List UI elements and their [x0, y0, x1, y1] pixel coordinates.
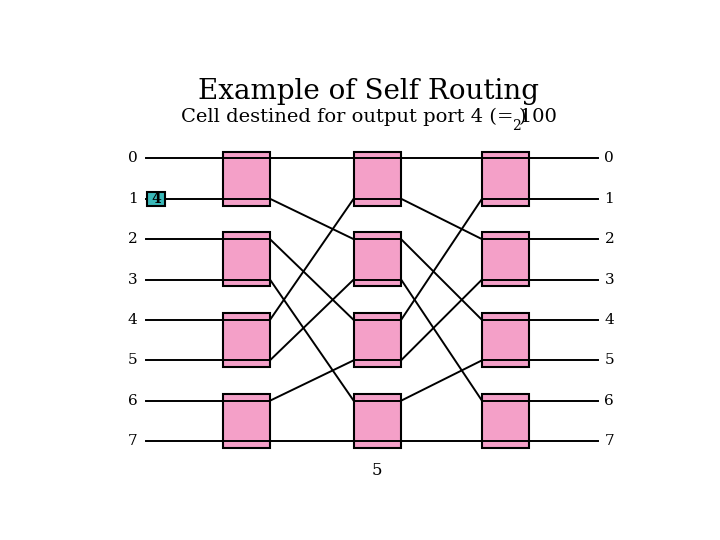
Text: 4: 4 [127, 313, 138, 327]
FancyBboxPatch shape [482, 313, 529, 367]
FancyBboxPatch shape [222, 152, 270, 206]
Text: 6: 6 [127, 394, 138, 408]
Text: ): ) [518, 108, 526, 126]
FancyBboxPatch shape [482, 232, 529, 286]
Text: 2: 2 [605, 232, 614, 246]
Text: 7: 7 [605, 434, 614, 448]
FancyBboxPatch shape [222, 232, 270, 286]
Text: 2: 2 [513, 119, 521, 133]
FancyBboxPatch shape [354, 394, 401, 448]
FancyBboxPatch shape [354, 313, 401, 367]
FancyBboxPatch shape [222, 394, 270, 448]
Text: 4: 4 [605, 313, 614, 327]
Text: 5: 5 [128, 353, 138, 367]
FancyBboxPatch shape [354, 152, 401, 206]
Text: 1: 1 [127, 192, 138, 206]
Text: 3: 3 [128, 273, 138, 287]
Text: 6: 6 [605, 394, 614, 408]
FancyBboxPatch shape [482, 394, 529, 448]
Text: 3: 3 [605, 273, 614, 287]
Text: 4: 4 [151, 192, 161, 206]
Text: Example of Self Routing: Example of Self Routing [199, 78, 539, 105]
Text: 7: 7 [128, 434, 138, 448]
Text: 2: 2 [127, 232, 138, 246]
FancyBboxPatch shape [354, 232, 401, 286]
FancyBboxPatch shape [482, 152, 529, 206]
FancyBboxPatch shape [222, 313, 270, 367]
Text: Cell destined for output port 4 (= 100: Cell destined for output port 4 (= 100 [181, 107, 557, 126]
Text: 1: 1 [605, 192, 614, 206]
FancyBboxPatch shape [147, 192, 166, 206]
Text: 5: 5 [605, 353, 614, 367]
Text: 5: 5 [372, 462, 382, 478]
Text: 0: 0 [127, 151, 138, 165]
Text: 0: 0 [605, 151, 614, 165]
